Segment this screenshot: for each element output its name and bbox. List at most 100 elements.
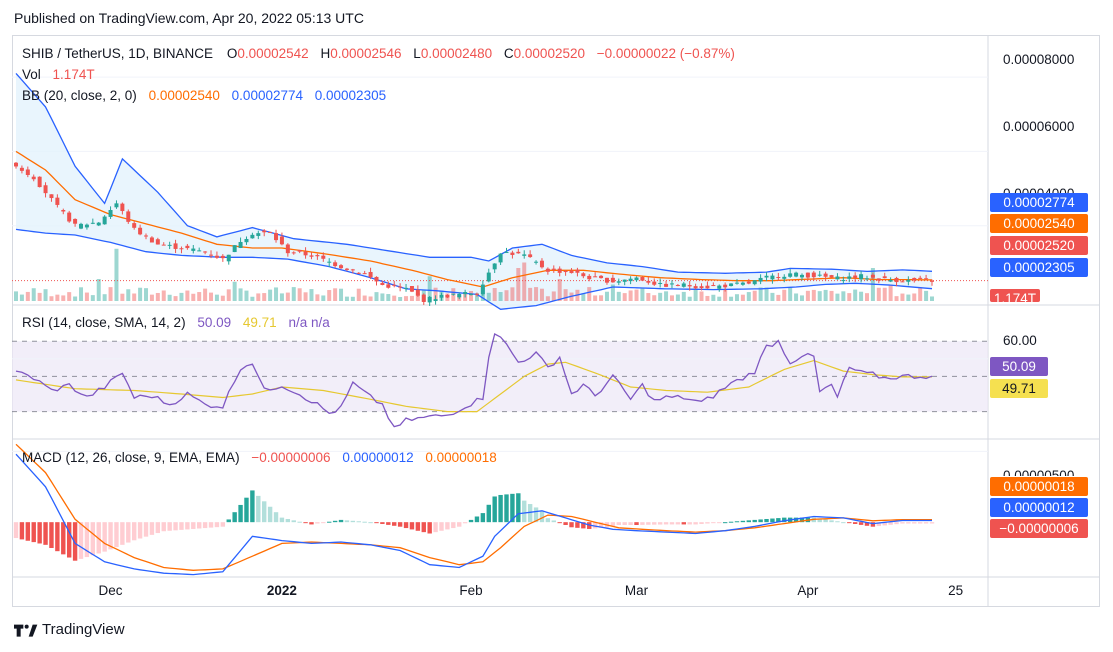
volume-bar [640, 287, 645, 301]
macd-histogram-bar [451, 522, 456, 529]
volume-bar [238, 288, 243, 301]
macd-histogram-bar [303, 522, 308, 524]
volume-bar [823, 289, 828, 301]
time-tick-label: Apr [797, 583, 819, 598]
volume-bar [309, 289, 314, 301]
bb-basis-tag: 0.00002540 [990, 214, 1088, 233]
macd-histogram-bar [445, 522, 450, 530]
footer-brand[interactable]: TradingView [14, 621, 125, 638]
candle-body [599, 275, 604, 279]
macd-histogram-bar [374, 522, 379, 524]
macd-histogram-bar [380, 522, 385, 524]
volume-bar [220, 295, 225, 301]
candle-body [126, 211, 131, 222]
macd-histogram-bar [327, 521, 332, 523]
volume-bar [764, 287, 769, 301]
volume-bar [321, 295, 326, 301]
candle-body [811, 272, 816, 278]
macd-histogram-bar [321, 522, 326, 524]
macd-histogram-bar [669, 522, 675, 525]
macd-histogram-bar [13, 522, 19, 539]
volume-bar [315, 294, 320, 301]
candle-body [203, 251, 208, 253]
macd-histogram-bar [634, 522, 639, 525]
volume-bar [43, 289, 48, 301]
candle-body [268, 231, 273, 233]
candle-body [498, 253, 503, 263]
candle-body [628, 278, 633, 282]
macd-histogram-bar [516, 493, 521, 523]
volume-bar [817, 291, 822, 301]
candle-body [687, 285, 692, 287]
last-price-tag: 0.00002520 [990, 236, 1088, 255]
bb-upper-tag: 0.00002774 [990, 193, 1088, 212]
volume-bar [740, 294, 745, 301]
ohlc-high: 0.00002546 [330, 46, 402, 61]
symbol-title[interactable]: SHIB / TetherUS, 1D, BINANCE [22, 46, 214, 61]
macd-signal-tag: 0.00000018 [990, 477, 1088, 496]
candle-body [120, 203, 125, 212]
macd-histogram-bar [592, 522, 598, 529]
volume-bar [918, 287, 923, 301]
candle-body [197, 250, 202, 252]
rsi-label[interactable]: RSI (14, close, SMA, 14, 2) [22, 315, 186, 330]
time-tick-label: Dec [98, 583, 123, 598]
candle-body [14, 162, 18, 167]
volume-label[interactable]: Vol [22, 67, 41, 82]
macd-histogram-bar [126, 522, 131, 543]
candle-body [864, 278, 869, 280]
volume-bar [114, 248, 119, 301]
macd-histogram-bar [143, 522, 149, 537]
volume-bar [841, 291, 846, 301]
candle-body [132, 223, 137, 228]
candle-body [380, 282, 385, 286]
macd-histogram-bar [155, 522, 161, 534]
volume-bar [699, 291, 704, 301]
candle-body [805, 272, 810, 278]
volume-bar [386, 294, 391, 301]
macd-histogram-bar [640, 522, 645, 525]
candle-body [315, 255, 320, 257]
volume-bar [528, 287, 533, 301]
macd-histogram-bar [315, 522, 320, 524]
macd-histogram-bar [758, 519, 763, 523]
candle-body [321, 255, 326, 259]
volume-bar [144, 288, 149, 301]
candle-body [309, 255, 314, 257]
volume-bar [469, 290, 474, 301]
volume-bar [126, 289, 131, 301]
volume-bar [628, 290, 633, 301]
candle-body [279, 236, 284, 245]
macd-histogram-bar [539, 510, 545, 523]
macd-histogram-bar [817, 518, 822, 523]
candle-body [817, 274, 822, 276]
macd-histogram-bar [912, 522, 917, 524]
macd-label[interactable]: MACD (12, 26, close, 9, EMA, EMA) [22, 450, 240, 465]
candle-body [575, 269, 580, 273]
candle-body [930, 280, 934, 282]
candle-body [480, 284, 485, 295]
macd-signal-value: 0.00000018 [425, 450, 497, 465]
candle-body [362, 273, 367, 275]
volume-bar [179, 292, 184, 301]
macd-hist-tag: −0.00000006 [990, 519, 1088, 538]
candle-body [876, 278, 881, 281]
volume-bar [604, 291, 609, 301]
candle-body [829, 275, 834, 278]
macd-histogram-bar [409, 522, 415, 530]
macd-histogram-bar [882, 522, 887, 526]
macd-histogram-bar [888, 522, 893, 525]
volume-bar [25, 291, 30, 301]
volume-bar [545, 296, 550, 301]
candle-body [794, 272, 799, 277]
candle-body [368, 271, 373, 278]
volume-tag: 1.174T [990, 289, 1040, 302]
candle-body [646, 280, 651, 283]
candle-body [297, 249, 302, 252]
macd-signal-line [15, 443, 932, 571]
candle-body [729, 283, 734, 287]
volume-bar [474, 293, 479, 301]
volume-bar [876, 287, 881, 301]
bb-label[interactable]: BB (20, close, 2, 0) [22, 88, 137, 103]
candle-body [734, 282, 739, 284]
